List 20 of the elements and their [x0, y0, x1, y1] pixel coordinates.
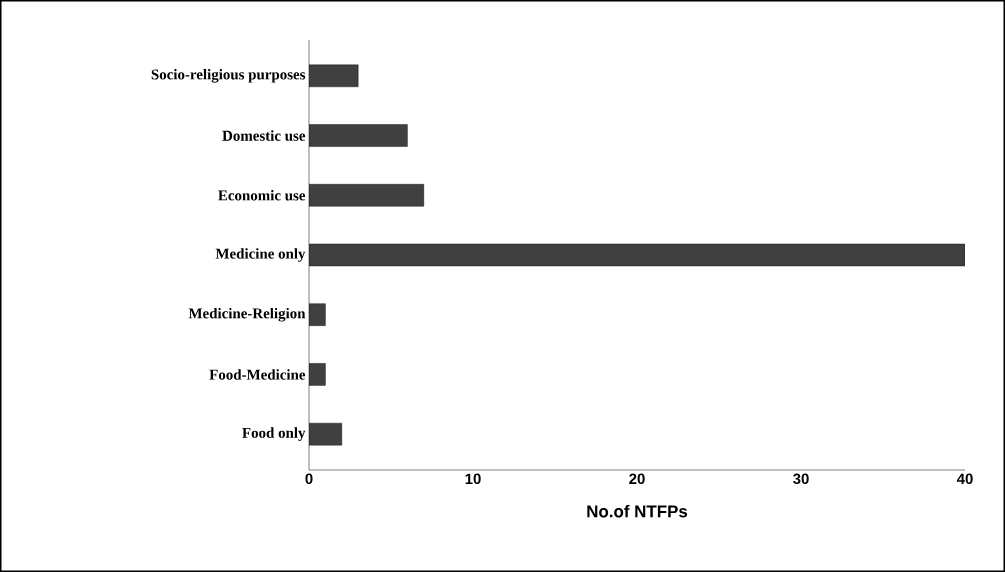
x-tick-label: 10	[465, 473, 481, 485]
bar	[309, 243, 966, 267]
y-tick-label: Food-Medicine	[209, 369, 306, 380]
x-tick-label: 30	[793, 473, 809, 485]
x-axis-title: No.of NTFPs	[587, 504, 688, 518]
y-tick-label: Economic use	[218, 190, 306, 201]
bar	[309, 64, 359, 88]
bar	[309, 363, 326, 386]
y-tick-label: Medicine-Religion	[188, 307, 306, 322]
x-tick-label: 40	[956, 473, 973, 485]
bar	[309, 303, 326, 326]
bar	[309, 124, 408, 147]
x-tick-label: 0	[305, 473, 313, 485]
bar	[309, 422, 343, 446]
x-tick-label: 20	[629, 473, 645, 485]
y-tick-label: Socio-religious purposes	[151, 69, 306, 83]
y-tick-label: Medicine only	[215, 248, 306, 262]
bar	[309, 184, 425, 207]
y-tick-label: Domestic use	[222, 130, 306, 141]
y-tick-label: Food only	[242, 427, 306, 441]
